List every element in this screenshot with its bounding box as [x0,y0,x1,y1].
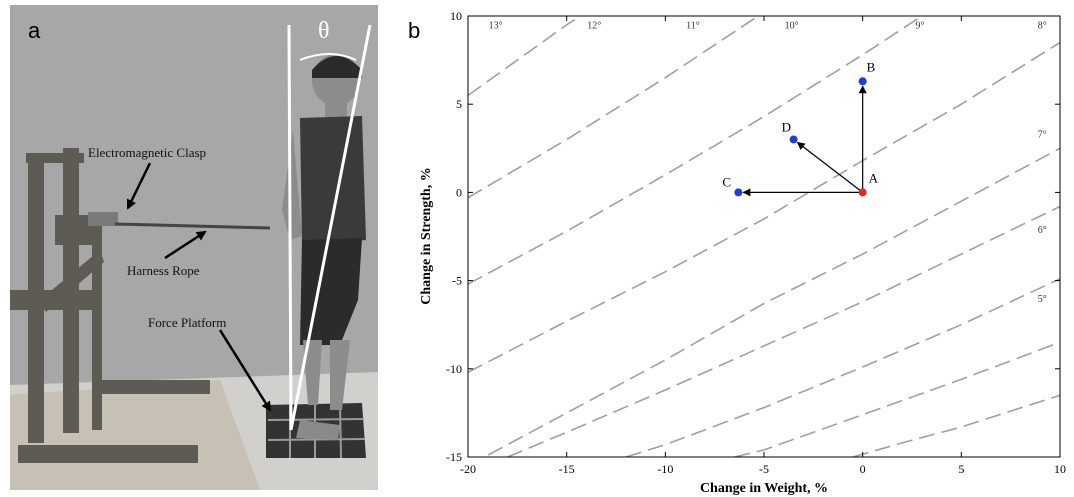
contour-angle-label: 5° [1038,294,1047,305]
panel-a-letter: a [28,18,41,43]
point-c [734,188,743,197]
x-tick-label: -5 [759,462,769,476]
person-figure [282,54,366,440]
y-tick-label: -15 [446,450,462,464]
contour-line [625,278,1060,457]
force-platform-label: Force Platform [148,315,226,330]
y-axis-title: Change in Strength, % [419,167,434,304]
clasp-arrow [126,162,152,210]
panel-b-letter: b [408,18,420,43]
x-tick-label: 5 [958,462,964,476]
y-tick-label: 5 [456,97,462,111]
theta-label: θ [318,18,330,44]
contour-line [852,394,1060,457]
photo-panel: θ Electromagnetic Clasp Harness Rope For… [10,5,378,490]
harness-rope-line [114,222,271,230]
x-tick-label: -10 [657,462,673,476]
contour-line [507,205,1060,457]
contour-line [468,16,581,97]
contour-angle-label: 6° [1038,225,1047,236]
point-a [858,188,867,197]
x-tick-label: 0 [860,462,866,476]
harness-rope-label: Harness Rope [127,263,200,278]
contour-angle-label: 13° [489,20,503,31]
electromagnetic-clasp-label: Electromagnetic Clasp [88,145,206,160]
clasp-device [88,212,118,226]
contour-line [468,41,1060,374]
y-tick-label: 0 [456,185,462,199]
x-tick-label: 10 [1054,462,1066,476]
x-tick-label: -20 [460,462,476,476]
vertical-reference-line [287,24,293,431]
contour-angle-label: 8° [1038,20,1047,31]
contour-angle-label: 7° [1038,130,1047,141]
point-label-a: A [869,170,879,185]
point-label-d: D [782,119,791,134]
contour-angle-label: 11° [686,20,700,31]
contour-line [468,16,759,199]
arrow-a-to-d [796,141,864,193]
y-tick-label: -10 [446,362,462,376]
wooden-base [10,380,260,490]
point-d [789,135,798,144]
contour-line [482,147,1060,457]
lean-angle-line [289,24,372,431]
y-tick-label: 10 [450,9,462,23]
y-tick-label: -5 [452,274,462,288]
wooden-frame [10,148,210,463]
contour-line [468,16,923,285]
contour-angle-label: 12° [587,20,601,31]
point-label-b: B [867,59,876,74]
rope-arrow [164,230,207,260]
point-b [858,77,867,86]
point-label-c: C [722,174,731,189]
contour-angle-label: 9° [915,20,924,31]
x-tick-label: -15 [559,462,575,476]
contour-angle-label: 10° [785,20,799,31]
angle-arc [299,53,357,61]
x-axis-title: Change in Weight, % [700,481,828,496]
platform-arrow [218,329,272,412]
